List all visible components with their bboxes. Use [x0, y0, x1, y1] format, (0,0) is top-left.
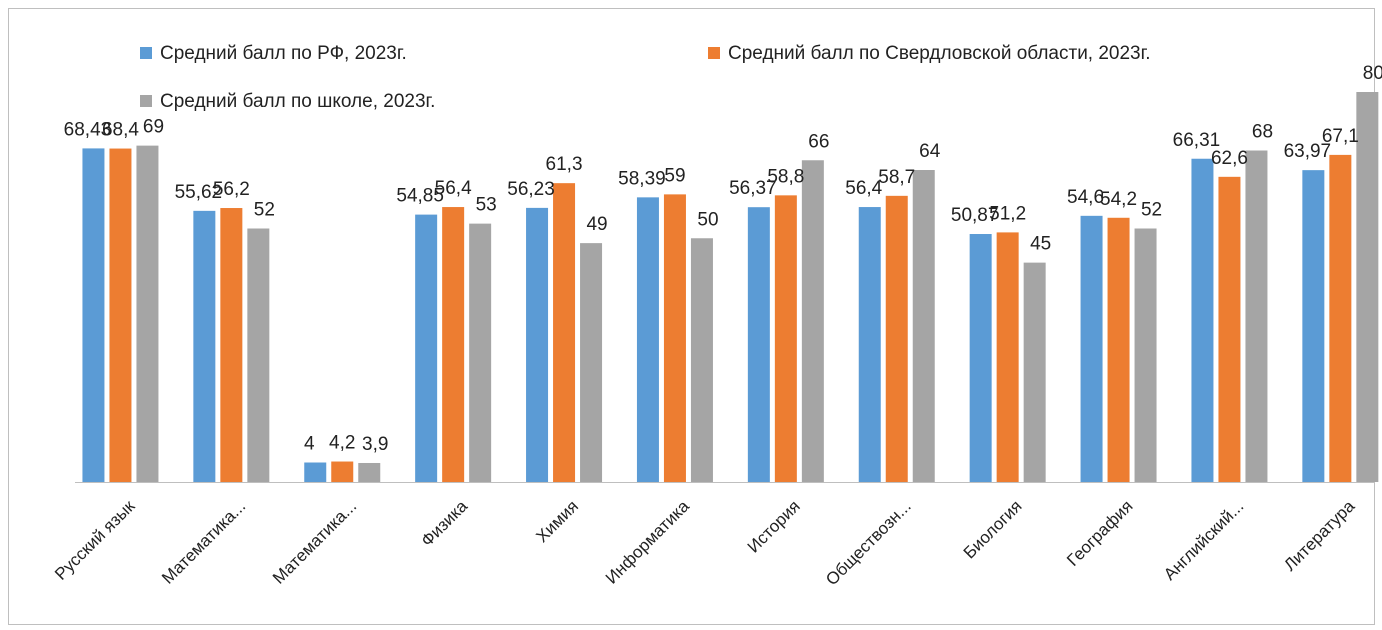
bar	[82, 148, 105, 482]
legend-label: Средний балл по РФ, 2023г.	[160, 43, 407, 64]
bar	[442, 207, 465, 483]
value-label: 59	[664, 165, 685, 186]
bar	[690, 238, 713, 482]
legend-swatch	[140, 95, 152, 107]
bar	[912, 170, 935, 482]
bar	[358, 462, 381, 482]
value-label: 45	[1030, 234, 1051, 255]
value-label: 56,4	[845, 178, 882, 199]
bar	[801, 160, 824, 482]
value-label: 63,97	[1284, 141, 1332, 162]
bar	[469, 223, 492, 482]
bar	[747, 207, 770, 483]
bar	[996, 232, 1019, 482]
value-label: 80	[1363, 63, 1382, 84]
value-label: 67,1	[1322, 126, 1359, 147]
legend-background	[704, 39, 1155, 67]
bar	[1245, 150, 1268, 482]
bar	[1134, 228, 1157, 482]
value-label: 66,31	[1173, 130, 1221, 151]
value-label: 52	[254, 200, 275, 221]
bar	[304, 462, 327, 482]
value-label: 4,2	[329, 433, 355, 454]
value-label: 3,9	[362, 434, 388, 455]
bar	[663, 194, 686, 482]
bar	[1080, 215, 1103, 482]
bar	[526, 207, 549, 482]
value-label: 58,8	[767, 166, 804, 187]
bar	[636, 197, 659, 482]
bar	[858, 207, 881, 483]
value-label: 56,23	[507, 179, 555, 200]
bar	[885, 195, 908, 482]
value-label: 56,2	[213, 179, 250, 200]
bar	[1107, 217, 1130, 482]
value-label: 50,87	[951, 205, 999, 226]
bar	[1356, 92, 1379, 482]
value-label: 53	[476, 195, 497, 216]
legend-swatch	[140, 47, 152, 59]
bar	[220, 208, 243, 482]
value-label: 61,3	[546, 154, 583, 175]
legend-label: Средний балл по Свердловской области, 20…	[728, 43, 1151, 64]
value-label: 64	[919, 141, 941, 162]
value-label: 55,62	[175, 182, 223, 203]
bar	[415, 214, 438, 482]
value-label: 66	[808, 131, 829, 152]
value-label: 68,43	[64, 119, 112, 140]
value-label: 69	[143, 117, 164, 138]
value-label: 54,6	[1067, 187, 1104, 208]
bar	[774, 195, 797, 482]
bar	[1218, 176, 1241, 482]
legend-background	[136, 87, 440, 115]
value-label: 52	[1141, 200, 1162, 221]
bar	[1329, 154, 1352, 482]
value-label: 58,7	[878, 167, 915, 188]
bar	[553, 183, 576, 482]
bar	[331, 461, 354, 482]
value-label: 54,2	[1100, 189, 1137, 210]
value-label: 54,85	[396, 186, 444, 207]
bar	[247, 228, 270, 482]
value-label: 56,4	[435, 178, 472, 199]
value-label: 58,39	[618, 168, 666, 189]
bar	[969, 234, 992, 482]
value-label: 51,2	[989, 203, 1026, 224]
bar	[1302, 170, 1325, 483]
legend-label: Средний балл по школе, 2023г.	[160, 91, 435, 112]
value-label: 49	[586, 214, 607, 235]
bar	[136, 145, 159, 482]
value-label: 68	[1252, 122, 1273, 143]
value-label: 50	[697, 209, 718, 230]
value-label: 62,6	[1211, 148, 1248, 169]
legend-background	[136, 39, 411, 67]
legend-swatch	[708, 47, 720, 59]
bar	[109, 148, 132, 483]
value-label: 4	[304, 434, 315, 455]
bar	[193, 210, 216, 483]
bar	[1023, 262, 1046, 482]
value-label: 68,4	[102, 120, 139, 141]
bar	[1191, 158, 1214, 482]
value-label: 56,37	[729, 178, 777, 199]
bar	[580, 243, 603, 482]
